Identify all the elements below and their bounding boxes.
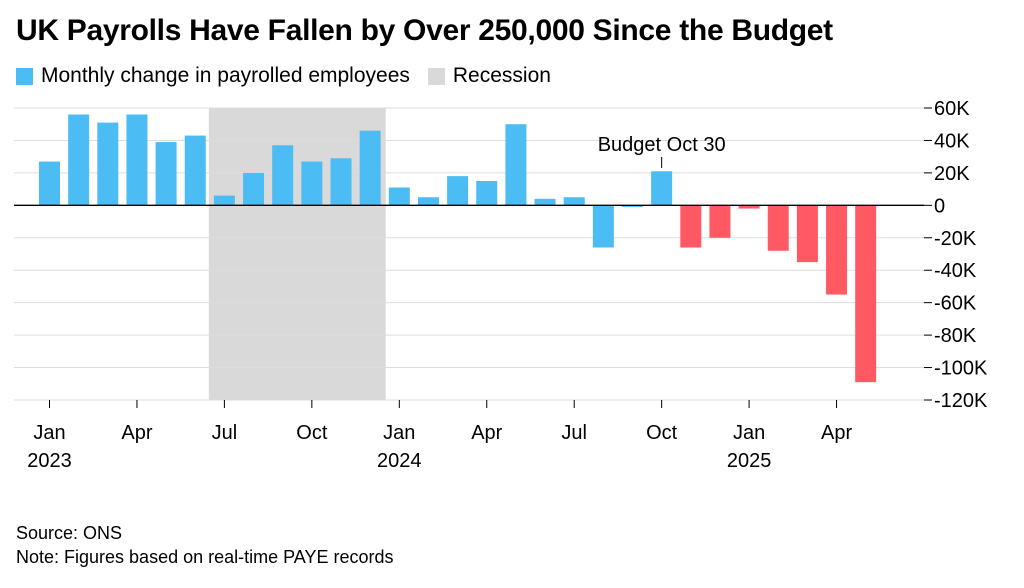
bar xyxy=(126,114,148,206)
bar xyxy=(213,195,235,206)
y-tick-label: -40K xyxy=(934,260,977,282)
x-year-label: 2025 xyxy=(727,450,772,472)
bar xyxy=(826,205,848,295)
recession-band xyxy=(208,108,386,400)
y-tick-label: -20K xyxy=(934,228,977,250)
bar xyxy=(39,161,60,206)
annotation-label: Budget Oct 30 xyxy=(598,134,726,156)
bar xyxy=(563,197,585,206)
legend: Monthly change in payrolled employees Re… xyxy=(16,64,569,88)
bar xyxy=(447,176,469,206)
bar xyxy=(767,205,789,251)
x-tick-label: Jul xyxy=(212,422,238,444)
x-tick-label: Jan xyxy=(33,422,65,444)
x-year-label: 2023 xyxy=(27,450,72,472)
bar xyxy=(622,205,643,207)
x-tick-label: Apr xyxy=(121,422,152,444)
bar xyxy=(301,161,323,206)
bar xyxy=(68,114,90,206)
bar xyxy=(709,205,731,238)
bar xyxy=(534,198,556,206)
x-tick-label: Jan xyxy=(733,422,765,444)
x-tick-label: Apr xyxy=(821,422,852,444)
bar xyxy=(359,130,381,206)
bar xyxy=(184,135,206,206)
bar xyxy=(388,187,410,206)
y-tick-label: 20K xyxy=(934,163,970,185)
y-tick-label: 60K xyxy=(934,98,970,120)
x-tick-label: Oct xyxy=(646,422,678,444)
x-tick-label: Jul xyxy=(561,422,587,444)
legend-label-series: Monthly change in payrolled employees xyxy=(41,64,410,87)
y-tick-label: -100K xyxy=(934,358,988,380)
chart-title: UK Payrolls Have Fallen by Over 250,000 … xyxy=(16,14,833,47)
bar xyxy=(272,145,294,206)
x-year-label: 2024 xyxy=(377,450,422,472)
bar xyxy=(738,205,760,209)
bar xyxy=(155,142,177,206)
bar xyxy=(796,205,818,263)
bar xyxy=(330,158,352,206)
bar xyxy=(592,205,614,248)
bar xyxy=(651,171,673,206)
footer: Source: ONS Note: Figures based on real-… xyxy=(16,521,394,569)
y-tick-label: -120K xyxy=(934,390,988,412)
bar xyxy=(243,172,265,206)
bar xyxy=(476,181,498,206)
legend-swatch-recession xyxy=(427,67,445,85)
y-tick-label: -60K xyxy=(934,293,977,315)
x-tick-label: Oct xyxy=(296,422,328,444)
y-tick-label: 0 xyxy=(934,195,945,217)
legend-label-recession: Recession xyxy=(452,64,551,87)
x-tick-label: Apr xyxy=(471,422,502,444)
bar xyxy=(417,197,439,206)
y-tick-label: -80K xyxy=(934,325,977,347)
bar xyxy=(680,205,702,248)
bar xyxy=(855,205,877,383)
bar xyxy=(97,122,119,206)
legend-item-recession: Recession xyxy=(427,64,551,88)
note-text: Note: Figures based on real-time PAYE re… xyxy=(16,547,394,567)
x-tick-label: Jan xyxy=(383,422,415,444)
source-text: Source: ONS xyxy=(16,523,123,543)
legend-swatch-series xyxy=(16,67,33,85)
bar xyxy=(505,124,527,206)
legend-item-series: Monthly change in payrolled employees xyxy=(16,64,410,88)
y-tick-label: 40K xyxy=(934,130,970,152)
